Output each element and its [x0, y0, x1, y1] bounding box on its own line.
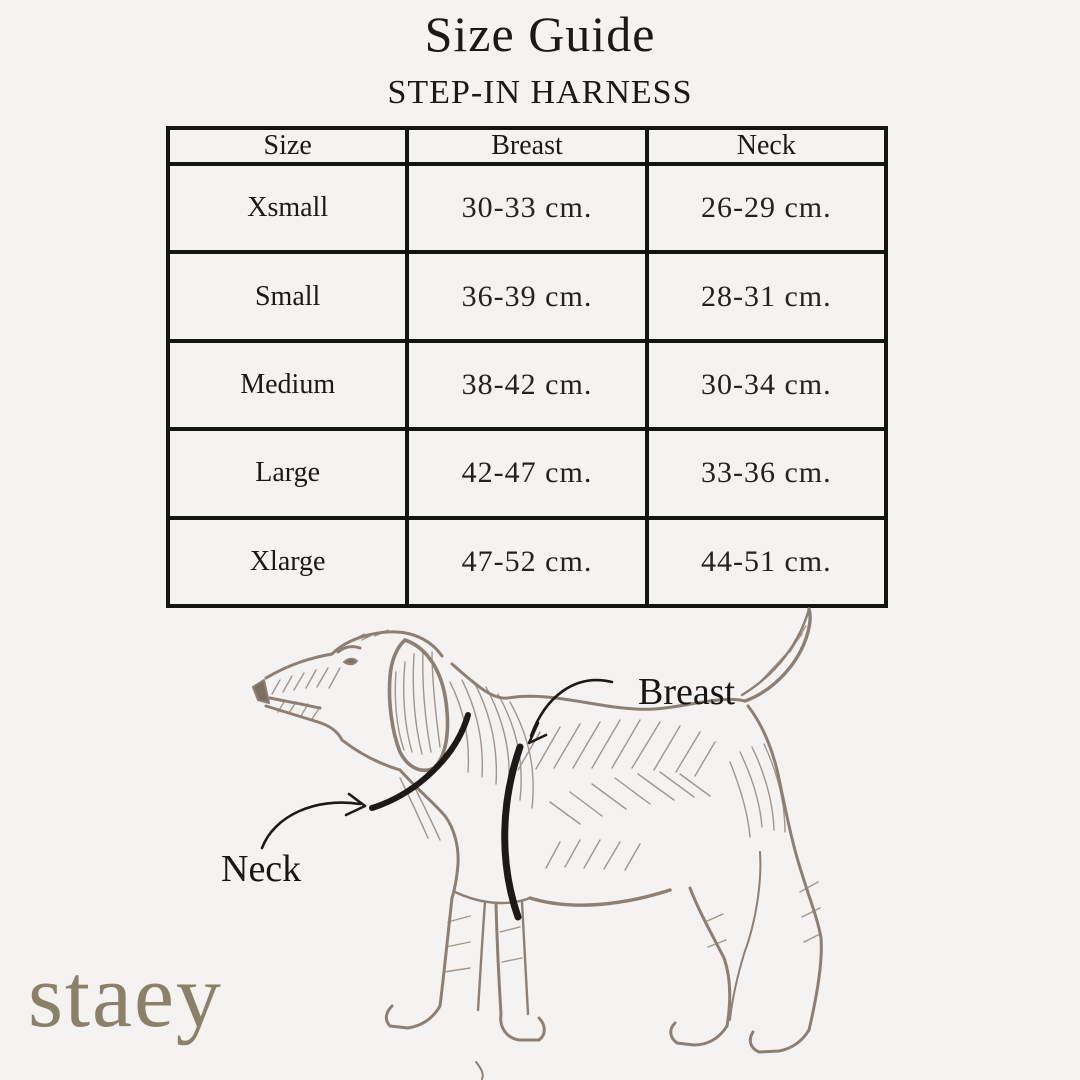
neck-cell: 26-29 cm.	[644, 161, 889, 255]
breast-cell: 47-52 cm.	[405, 515, 649, 609]
breast-arrow	[527, 678, 614, 745]
breast-annotation-label: Breast	[638, 671, 736, 713]
page-subtitle: STEP-IN HARNESS	[387, 73, 693, 111]
neck-cell: 28-31 cm.	[644, 250, 889, 343]
dog-sketch-icon	[252, 607, 823, 1080]
size-cell: Xsmall	[165, 161, 410, 255]
neck-cell: 33-36 cm.	[644, 427, 889, 520]
size-cell: Xlarge	[165, 515, 410, 609]
size-cell: Small	[165, 250, 410, 343]
size-cell: Large	[165, 427, 410, 520]
table-row: Large 42-47 cm. 33-36 cm.	[165, 427, 889, 520]
page-header: Size Guide STEP-IN HARNESS	[0, 0, 1080, 110]
ground-mark	[475, 1061, 484, 1080]
header-breast: Breast	[405, 126, 649, 166]
table-header-row: Size Breast Neck	[165, 126, 889, 166]
header-neck: Neck	[644, 126, 889, 166]
neck-arrow	[260, 792, 367, 850]
brand-logo: staey	[28, 947, 223, 1046]
breast-cell: 38-42 cm.	[405, 338, 649, 432]
breast-cell: 36-39 cm.	[405, 250, 649, 343]
table-row: Small 36-39 cm. 28-31 cm.	[165, 250, 889, 343]
neck-cell: 30-34 cm.	[644, 338, 889, 432]
page-title: Size Guide	[424, 6, 656, 62]
breast-cell: 42-47 cm.	[405, 427, 649, 520]
table-row: Xsmall 30-33 cm. 26-29 cm.	[165, 161, 889, 255]
size-cell: Medium	[165, 338, 410, 432]
header-size: Size	[165, 126, 410, 166]
breast-cell: 30-33 cm.	[405, 161, 649, 255]
dog-measurement-diagram	[200, 602, 900, 1080]
neck-measure-line	[369, 712, 471, 811]
neck-cell: 44-51 cm.	[644, 515, 889, 609]
size-table-head: Size Breast Neck	[165, 126, 889, 166]
table-row: Xlarge 47-52 cm. 44-51 cm.	[165, 515, 889, 609]
breast-measure-line	[501, 743, 524, 921]
table-row: Medium 38-42 cm. 30-34 cm.	[165, 338, 889, 432]
dog-outline	[252, 607, 823, 1054]
size-table: Size Breast Neck Xsmall 30-33 cm. 26-29 …	[165, 126, 889, 609]
neck-annotation-label: Neck	[221, 848, 302, 890]
size-table-body: Xsmall 30-33 cm. 26-29 cm. Small 36-39 c…	[165, 161, 889, 609]
